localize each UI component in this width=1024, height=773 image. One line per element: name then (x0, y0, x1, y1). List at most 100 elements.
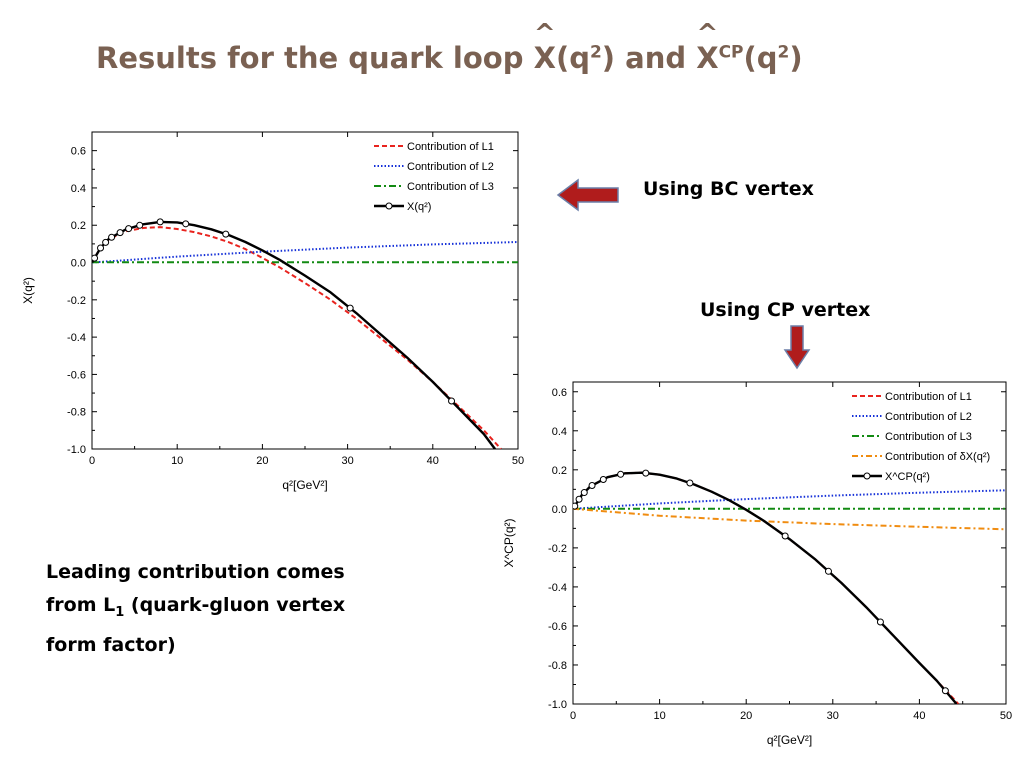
title-text: (q (743, 41, 778, 75)
note-text: (quark-gluon vertex (124, 594, 346, 616)
down-arrow-icon (783, 325, 811, 370)
series-marker (599, 476, 607, 484)
leading-contribution-note: Leading contribution comes from L1 (quar… (46, 556, 426, 662)
series-line (573, 507, 1006, 531)
legend-label: Contribution of L1 (407, 141, 494, 153)
y-tick-label: -0.6 (548, 621, 567, 633)
x-tick-label: 40 (913, 710, 925, 722)
y-tick-label: 0.4 (71, 183, 86, 195)
y-tick-label: -1.0 (67, 444, 86, 456)
legend-label: Contribution of L3 (407, 181, 494, 193)
x-tick-label: 50 (1000, 710, 1012, 722)
title-text: ) and (601, 41, 697, 75)
series-marker (136, 221, 144, 229)
legend-label: Contribution of L3 (885, 431, 972, 443)
y-tick-label: 0.2 (552, 465, 567, 477)
title-text: ) (789, 41, 803, 75)
x-tick-label: 20 (740, 710, 752, 722)
title-xcp-hat: X (696, 28, 718, 88)
x-tick-label: 0 (570, 710, 576, 722)
legend-marker (863, 472, 871, 480)
title-text: (q (555, 41, 590, 75)
x-tick-label: 30 (827, 710, 839, 722)
title-sup: 2 (777, 42, 790, 63)
series-line (573, 489, 1006, 510)
legend-label: Contribution of L1 (885, 391, 972, 403)
y-axis-label: X(q²) (21, 277, 35, 304)
left-arrow-icon (556, 178, 619, 212)
series-marker (686, 479, 694, 487)
legend-label: Contribution of L2 (885, 411, 972, 423)
y-tick-label: -0.8 (548, 660, 567, 672)
plot-area (92, 218, 518, 449)
series-marker (97, 244, 105, 252)
series-marker (222, 230, 230, 238)
series-marker (580, 489, 588, 497)
title-sup: 2 (589, 42, 602, 63)
series-marker (941, 687, 949, 695)
y-tick-label: 0.6 (71, 146, 86, 158)
chart-svg: 0 10 20 30 40 50 -1.0 -0.8 -0.6 -0.4 -0.2 0.0 0.2 0.4… (21, 131, 524, 492)
series-marker (617, 470, 625, 478)
plot-area (573, 469, 1006, 704)
series-marker (125, 225, 133, 233)
note-line: form factor) (46, 633, 176, 656)
series-marker (156, 218, 164, 226)
x-tick-label: 0 (89, 455, 95, 467)
x-axis-label: q²[GeV²] (282, 478, 327, 492)
chart-svg: 0 10 20 30 40 50 -1.0 -0.8 -0.6 -0.4 -0.2 0.0 0.2 0.4… (502, 381, 1012, 747)
y-tick-label: -0.2 (548, 543, 567, 555)
slide-title: Results for the quark loop X(q2) and XCP… (96, 28, 803, 88)
series-marker (824, 567, 832, 575)
series-line (92, 241, 518, 264)
series-marker (346, 304, 354, 312)
series-marker (575, 495, 583, 503)
y-tick-label: 0.2 (71, 220, 86, 232)
legend-label: Contribution of L2 (407, 161, 494, 173)
legend-label: Contribution of δX(q²) (885, 451, 990, 463)
y-tick-label: -0.8 (67, 407, 86, 419)
y-tick-label: -0.2 (67, 295, 86, 307)
series-marker (92, 254, 99, 262)
series-marker (448, 397, 456, 405)
series-line (573, 471, 958, 704)
y-tick-label: -1.0 (548, 699, 567, 711)
y-tick-label: -0.6 (67, 369, 86, 381)
chart-bc-vertex: 0 10 20 30 40 50 -1.0 -0.8 -0.6 -0.4 -0.2 0.0 0.2 0.4… (0, 118, 540, 508)
x-tick-label: 50 (512, 455, 524, 467)
series-line (92, 220, 496, 449)
y-tick-label: 0.4 (552, 426, 567, 438)
y-axis-label: X^CP(q²) (502, 519, 516, 568)
series-marker (642, 469, 650, 477)
legend-label: X(q²) (407, 201, 431, 213)
series-marker (102, 238, 110, 246)
x-tick-label: 10 (653, 710, 665, 722)
series-marker (108, 233, 116, 241)
series-marker (588, 481, 596, 489)
title-text: Results for the quark loop (96, 41, 534, 75)
x-tick-label: 10 (171, 455, 183, 467)
title-sup-cp: CP (718, 42, 744, 63)
x-tick-label: 20 (256, 455, 268, 467)
y-tick-label: 0.0 (71, 258, 86, 270)
series-marker (116, 229, 124, 237)
series-marker (182, 220, 190, 228)
legend-label: X^CP(q²) (885, 471, 930, 483)
x-tick-label: 40 (427, 455, 439, 467)
note-line: from L1 (quark-gluon vertex (46, 589, 426, 629)
note-sub: 1 (115, 604, 125, 620)
series-marker (573, 502, 579, 510)
series-marker (781, 532, 789, 540)
x-axis-label: q²[GeV²] (767, 733, 812, 747)
label-cp-vertex: Using CP vertex (700, 299, 871, 321)
y-tick-label: 0.6 (552, 387, 567, 399)
y-tick-label: 0.0 (552, 504, 567, 516)
plot-frame (572, 381, 1007, 705)
note-text: from L (46, 594, 116, 616)
chart-cp-vertex: 0 10 20 30 40 50 -1.0 -0.8 -0.6 -0.4 -0.2 0.0 0.2 0.4… (490, 370, 1024, 768)
title-x-hat: X (534, 28, 556, 88)
y-tick-label: -0.4 (67, 332, 86, 344)
y-tick-label: -0.4 (548, 582, 567, 594)
legend-marker (385, 202, 393, 210)
note-line: Leading contribution comes (46, 561, 345, 583)
